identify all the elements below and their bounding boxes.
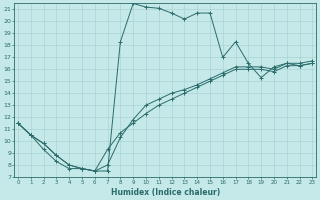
X-axis label: Humidex (Indice chaleur): Humidex (Indice chaleur) [110, 188, 220, 197]
